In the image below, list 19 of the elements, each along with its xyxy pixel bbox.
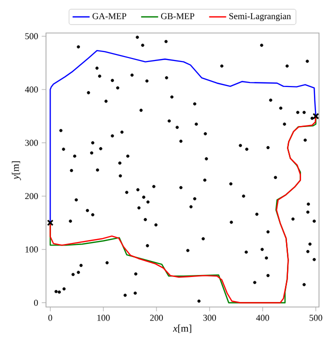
x-axis-title: x[m] — [172, 324, 192, 333]
x-tick-label: 200 — [150, 314, 163, 321]
y-tick-label: 400 — [24, 86, 38, 93]
line-series — [50, 116, 316, 304]
x-tick-label: 0 — [48, 314, 52, 321]
y-tick-label: 500 — [25, 33, 38, 40]
x-tick-label: 300 — [203, 314, 216, 321]
x-tick-label: 100 — [97, 314, 110, 321]
x-tick-label: 500 — [310, 314, 322, 321]
y-tick-label: 300 — [25, 140, 38, 146]
line-series — [50, 50, 316, 224]
y-axis-title: y[m] — [12, 161, 21, 180]
y-tick-label: 0 — [34, 300, 38, 306]
y-tick-label: 100 — [26, 246, 38, 252]
legend-label: GA-MEP — [92, 13, 126, 20]
y-tick-label: 200 — [25, 193, 38, 200]
legend-label: Semi-Lagrangian — [229, 13, 291, 22]
legend-label: GB-MEP — [161, 13, 194, 20]
x-tick-label: 400 — [256, 314, 270, 321]
